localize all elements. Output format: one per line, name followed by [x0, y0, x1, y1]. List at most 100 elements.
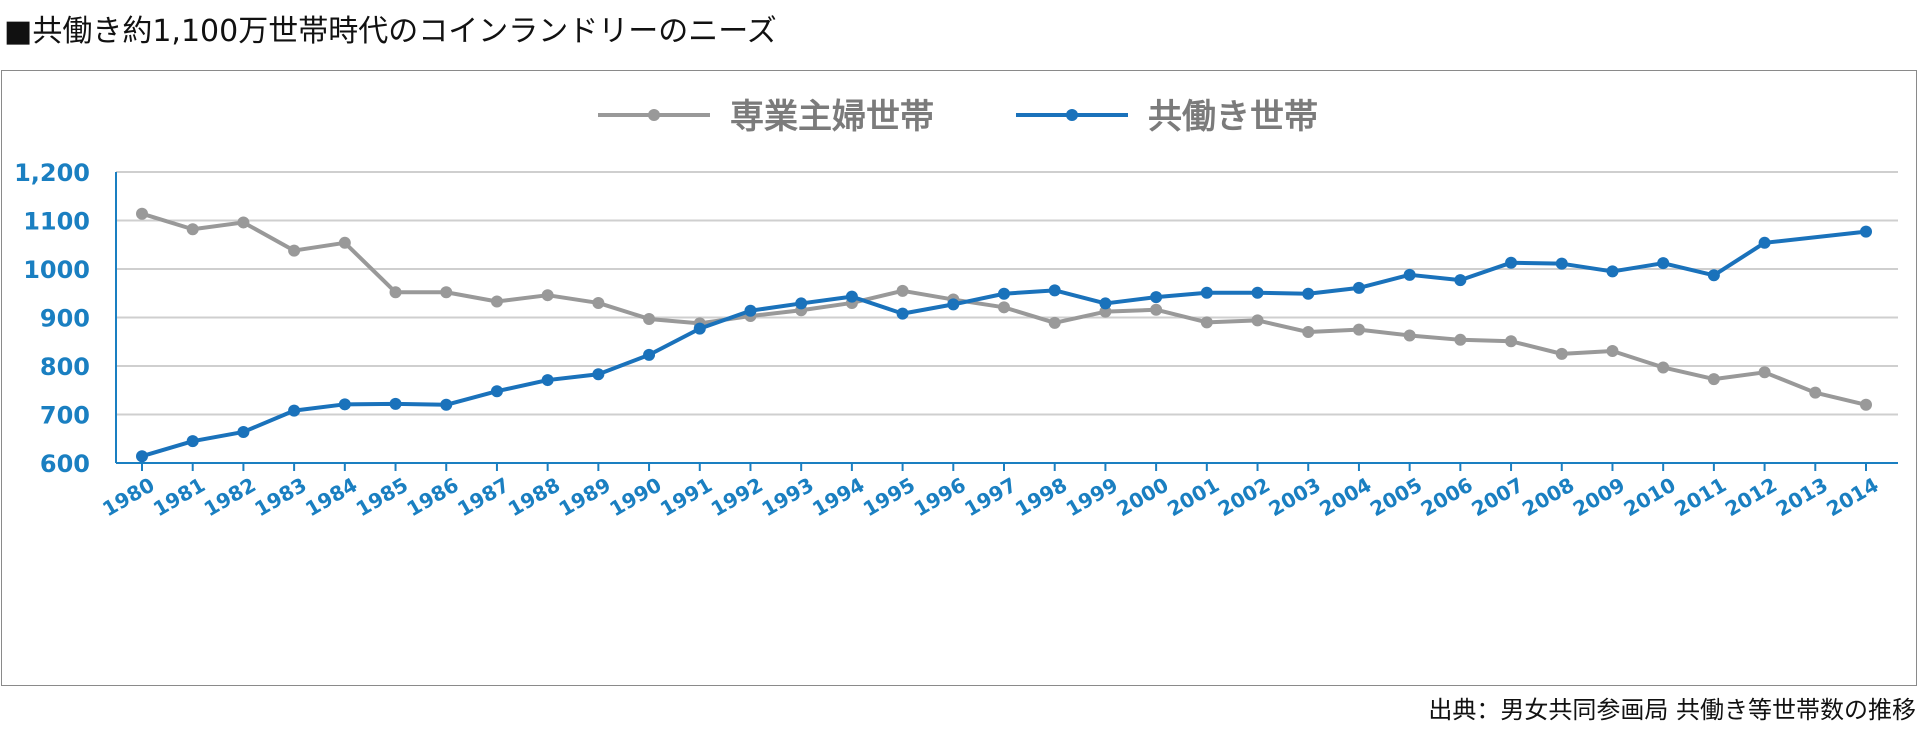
series-1-point [541, 289, 554, 302]
y-tick-label: 1,200 [14, 159, 90, 187]
series-line-2 [141, 229, 1867, 459]
grid-lines [116, 171, 1898, 416]
series-1-point [1657, 361, 1670, 374]
x-tick-label: 1981 [149, 473, 209, 522]
series-1-point [237, 216, 250, 229]
x-tick-label: 1990 [605, 473, 665, 522]
series-2-point [693, 322, 706, 335]
series-2-point [1048, 284, 1061, 297]
series-1-point [186, 223, 199, 236]
series-2-point [541, 374, 554, 387]
series-1-point [1048, 316, 1061, 329]
series-1-point [896, 284, 909, 297]
x-tick-label: 2000 [1112, 473, 1172, 522]
legend-label-2: 共働き世帯 [1148, 97, 1318, 137]
series-lines [136, 207, 1872, 463]
series-2-point [186, 435, 199, 448]
y-tick-label: 900 [40, 305, 90, 333]
axes [115, 172, 1898, 464]
series-1-point [1454, 333, 1467, 346]
x-tick-label: 2004 [1315, 473, 1375, 522]
series-2-point [1555, 257, 1568, 270]
series-1-point [1150, 303, 1163, 316]
x-tick-label: 2014 [1822, 473, 1882, 522]
series-2-point [1860, 225, 1872, 238]
series-1-point [1302, 326, 1315, 339]
series-2-point [947, 298, 960, 311]
x-tick-label: 1993 [757, 473, 817, 522]
series-1-point [1505, 335, 1518, 348]
x-tick-label: 1988 [504, 473, 564, 522]
x-tick-label: 2005 [1366, 473, 1426, 522]
y-tick-label: 800 [40, 353, 90, 381]
series-1-point [1758, 366, 1771, 379]
series-2-point [288, 404, 301, 417]
y-tick-label: 700 [40, 402, 90, 430]
chart-frame: 600 700 800 900 1000 1100 1,200 1980 1981 1982 19… [1, 70, 1917, 686]
x-tick-label: 1986 [403, 473, 463, 522]
y-tick-label: 600 [40, 450, 90, 478]
series-2-point [1657, 257, 1670, 270]
x-tick-label: 1980 [98, 473, 158, 522]
x-tick-label: 1982 [200, 473, 260, 522]
series-1-point [1809, 386, 1822, 399]
legend-marker-2 [1066, 109, 1078, 121]
series-2-point [1403, 268, 1416, 281]
series-2-point [1707, 269, 1720, 282]
series-2-point [136, 450, 148, 463]
series-1-point [592, 296, 605, 309]
series-2-point [1454, 274, 1467, 287]
x-tick-label: 2011 [1670, 473, 1730, 522]
source-note: 出典：男女共同参画局 共働き等世帯数の推移 [1428, 696, 1916, 724]
x-tick-label: 2009 [1569, 473, 1629, 522]
series-2-point [237, 425, 250, 438]
series-2-point [1352, 281, 1365, 294]
x-tick-label: 1992 [707, 473, 767, 522]
x-tick-label: 1989 [555, 473, 615, 522]
series-1-point [998, 301, 1010, 314]
series-2-point [896, 307, 909, 320]
series-1-point [1860, 398, 1872, 411]
series-1-point [1707, 373, 1720, 386]
x-tick-label: 1995 [859, 473, 919, 522]
series-2-point [1606, 265, 1619, 278]
series-1-point [389, 286, 402, 299]
x-tick-label: 2013 [1772, 473, 1832, 522]
x-tick-label: 1998 [1011, 473, 1071, 522]
series-2-point [1302, 287, 1315, 300]
series-1-point [136, 207, 148, 220]
x-tick-label: 1987 [453, 473, 513, 522]
legend-label-1: 専業主婦世帯 [730, 97, 934, 137]
x-tick-label: 1985 [352, 473, 412, 522]
series-2-point [1505, 256, 1518, 269]
x-tick-label: 2001 [1163, 473, 1223, 522]
series-2-point [845, 290, 858, 303]
series-2-point [1099, 297, 1112, 310]
series-1-point [490, 295, 503, 308]
chart-heading: ■共働き約1,100万世帯時代のコインランドリーのニーズ [4, 14, 777, 49]
series-2-point [643, 348, 656, 361]
y-tick-label: 1100 [23, 208, 90, 236]
x-tick-label: 1984 [301, 473, 361, 522]
x-axis-ticks: 1980198119821983198419851986198719881989… [98, 463, 1883, 522]
legend: 専業主婦世帯 共働き世帯 [598, 97, 1318, 137]
series-2-point [1758, 236, 1771, 249]
x-tick-label: 2007 [1467, 473, 1527, 522]
x-tick-label: 1983 [250, 473, 310, 522]
x-tick-label: 2012 [1721, 473, 1781, 522]
series-2-point [1200, 286, 1213, 299]
x-tick-label: 1996 [910, 473, 970, 522]
x-tick-label: 1994 [808, 473, 868, 522]
series-2-point [592, 368, 605, 381]
series-1-point [288, 244, 301, 257]
legend-marker-1 [648, 109, 660, 121]
x-tick-label: 1997 [960, 473, 1020, 522]
x-tick-label: 2006 [1417, 473, 1477, 522]
x-tick-label: 1991 [656, 473, 716, 522]
series-2-point [744, 304, 757, 317]
series-2-point [1150, 291, 1163, 304]
series-1-point [1555, 347, 1568, 360]
series-1-point [440, 286, 453, 299]
series-1-point [1352, 323, 1365, 336]
